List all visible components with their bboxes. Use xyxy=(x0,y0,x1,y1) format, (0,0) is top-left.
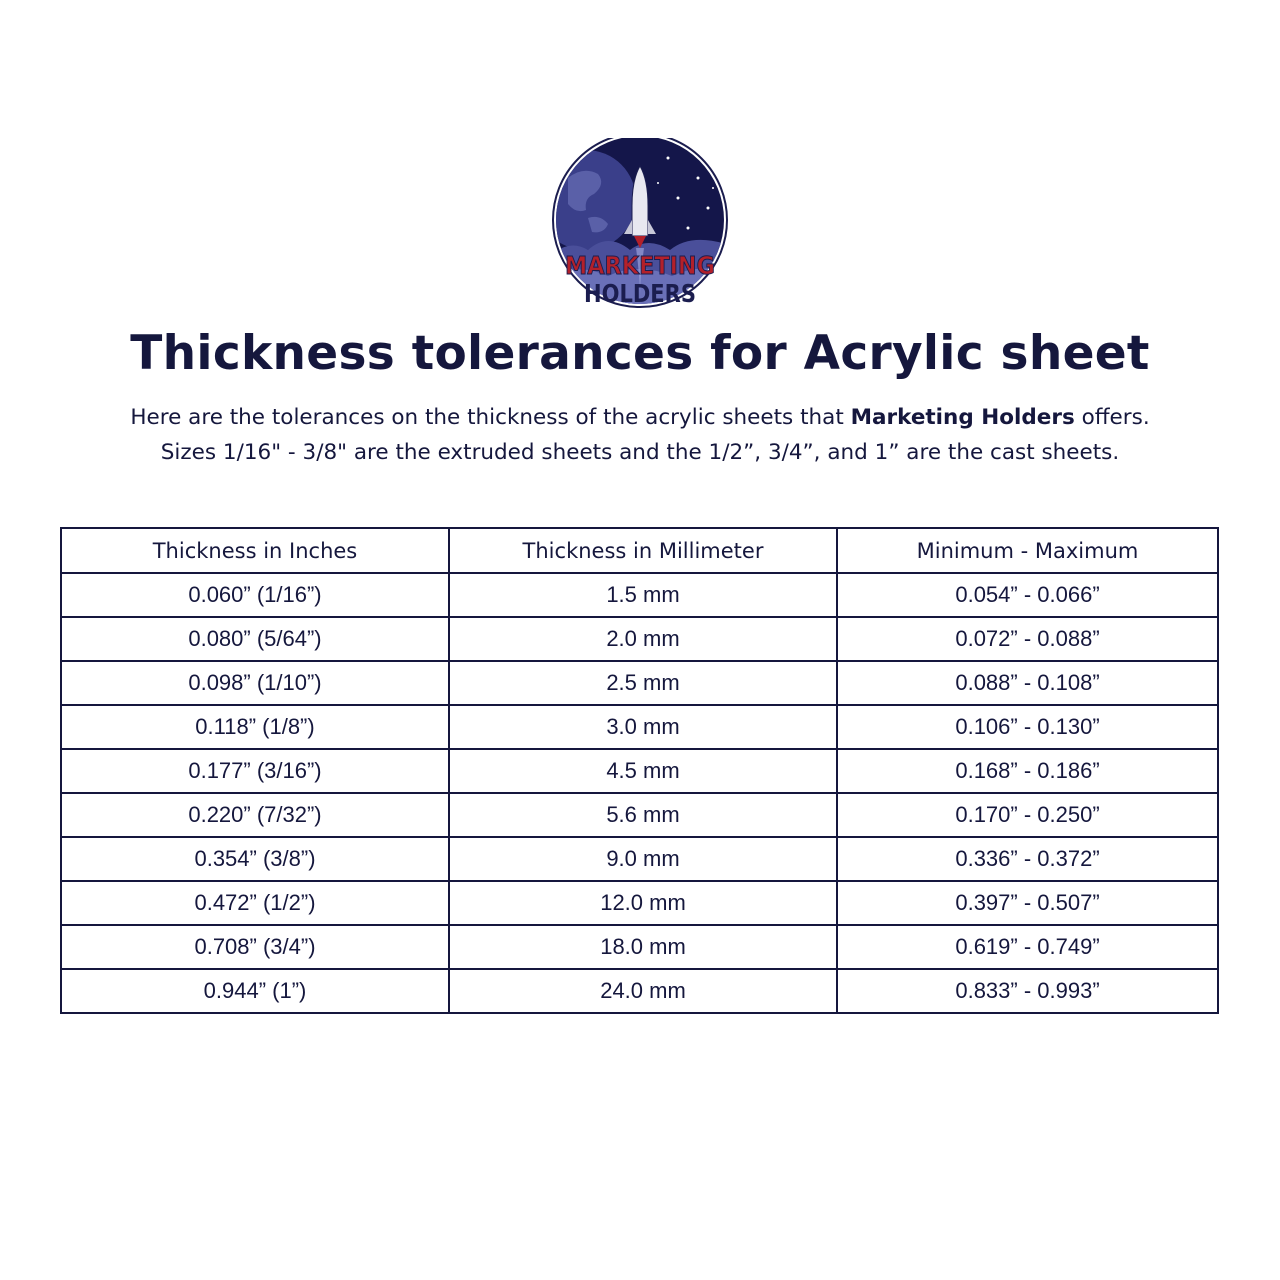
intro-line1: Here are the tolerances on the thickness… xyxy=(0,400,1280,435)
cell-min-max: 0.088” - 0.108” xyxy=(836,660,1219,706)
logo-line2: HOLDERS xyxy=(584,279,696,308)
cell-millimeter: 1.5 mm xyxy=(448,572,838,618)
table-row: 0.080” (5/64”) 2.0 mm 0.072” - 0.088” xyxy=(60,616,1219,662)
tolerance-table: Thickness in Inches Thickness in Millime… xyxy=(60,527,1219,1014)
marketing-holders-logo: MARKETING HOLDERS xyxy=(552,138,728,308)
header-millimeter: Thickness in Millimeter xyxy=(448,527,838,574)
cell-inches: 0.098” (1/10”) xyxy=(60,660,450,706)
cell-inches: 0.220” (7/32”) xyxy=(60,792,450,838)
cell-inches: 0.472” (1/2”) xyxy=(60,880,450,926)
brand-name: Marketing Holders xyxy=(850,405,1075,430)
cell-inches: 0.060” (1/16”) xyxy=(60,572,450,618)
cell-min-max: 0.054” - 0.066” xyxy=(836,572,1219,618)
cell-min-max: 0.168” - 0.186” xyxy=(836,748,1219,794)
cell-millimeter: 3.0 mm xyxy=(448,704,838,750)
table-row: 0.354” (3/8”) 9.0 mm 0.336” - 0.372” xyxy=(60,836,1219,882)
intro-text-part: offers. xyxy=(1074,405,1150,430)
table-row: 0.472” (1/2”) 12.0 mm 0.397” - 0.507” xyxy=(60,880,1219,926)
cell-inches: 0.354” (3/8”) xyxy=(60,836,450,882)
intro-line2: Sizes 1/16" - 3/8" are the extruded shee… xyxy=(160,440,1120,465)
cell-millimeter: 18.0 mm xyxy=(448,924,838,970)
table-row: 0.220” (7/32”) 5.6 mm 0.170” - 0.250” xyxy=(60,792,1219,838)
cell-min-max: 0.397” - 0.507” xyxy=(836,880,1219,926)
logo-line1: MARKETING xyxy=(565,251,715,280)
cell-inches: 0.944” (1”) xyxy=(60,968,450,1014)
header-min-max: Minimum - Maximum xyxy=(836,527,1219,574)
table-row: 0.708” (3/4”) 18.0 mm 0.619” - 0.749” xyxy=(60,924,1219,970)
intro-text: Here are the tolerances on the thickness… xyxy=(0,400,1280,470)
cell-min-max: 0.619” - 0.749” xyxy=(836,924,1219,970)
table-row: 0.944” (1”) 24.0 mm 0.833” - 0.993” xyxy=(60,968,1219,1014)
cell-millimeter: 9.0 mm xyxy=(448,836,838,882)
intro-text-part: Here are the tolerances on the thickness… xyxy=(130,405,851,430)
cell-inches: 0.177” (3/16”) xyxy=(60,748,450,794)
cell-min-max: 0.833” - 0.993” xyxy=(836,968,1219,1014)
header-inches: Thickness in Inches xyxy=(60,527,450,574)
table-row: 0.177” (3/16”) 4.5 mm 0.168” - 0.186” xyxy=(60,748,1219,794)
table-row: 0.118” (1/8”) 3.0 mm 0.106” - 0.130” xyxy=(60,704,1219,750)
page-title: Thickness tolerances for Acrylic sheet xyxy=(130,326,1150,381)
cell-millimeter: 2.0 mm xyxy=(448,616,838,662)
cell-millimeter: 12.0 mm xyxy=(448,880,838,926)
cell-millimeter: 2.5 mm xyxy=(448,660,838,706)
cell-inches: 0.118” (1/8”) xyxy=(60,704,450,750)
cell-millimeter: 4.5 mm xyxy=(448,748,838,794)
table-row: 0.098” (1/10”) 2.5 mm 0.088” - 0.108” xyxy=(60,660,1219,706)
cell-millimeter: 5.6 mm xyxy=(448,792,838,838)
cell-millimeter: 24.0 mm xyxy=(448,968,838,1014)
cell-min-max: 0.072” - 0.088” xyxy=(836,616,1219,662)
cell-min-max: 0.336” - 0.372” xyxy=(836,836,1219,882)
cell-inches: 0.080” (5/64”) xyxy=(60,616,450,662)
cell-min-max: 0.106” - 0.130” xyxy=(836,704,1219,750)
cell-inches: 0.708” (3/4”) xyxy=(60,924,450,970)
cell-min-max: 0.170” - 0.250” xyxy=(836,792,1219,838)
table-header-row: Thickness in Inches Thickness in Millime… xyxy=(60,527,1219,574)
table-row: 0.060” (1/16”) 1.5 mm 0.054” - 0.066” xyxy=(60,572,1219,618)
